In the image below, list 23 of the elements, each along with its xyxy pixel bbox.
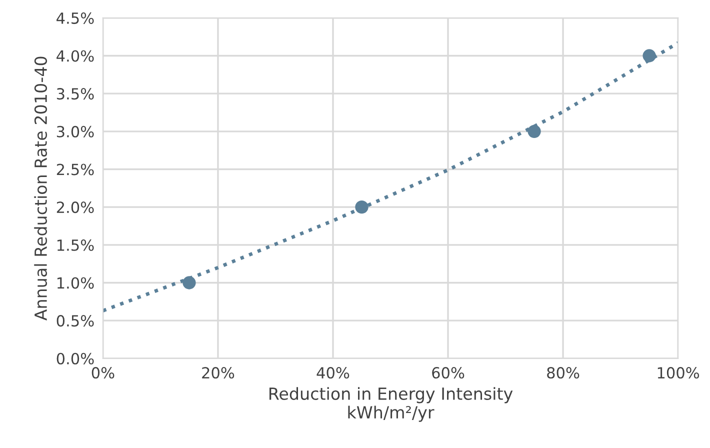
x-tick-label: 20% xyxy=(202,367,234,379)
point xyxy=(355,200,368,214)
y-tick-label: 0.0% xyxy=(56,352,94,364)
y-axis-title: Annual Reduction Rate 2010-40 xyxy=(34,56,48,321)
x-tick-label: 40% xyxy=(316,367,350,379)
point xyxy=(642,49,656,62)
y-tick-label: 3.5% xyxy=(56,88,94,100)
x-tick-label: 0% xyxy=(92,367,114,379)
y-tick-label: 4.5% xyxy=(56,12,94,24)
y-tick-label: 3.0% xyxy=(56,126,94,138)
x-tick-label: 100% xyxy=(658,367,700,379)
line-series xyxy=(102,41,678,312)
y-tick-label: 4.0% xyxy=(56,50,94,62)
y-tick-label: 2.5% xyxy=(56,164,94,176)
x-axis-title: Reduction in Energy Intensity kWh/m²/yr xyxy=(269,387,513,422)
point xyxy=(182,276,196,290)
y-tick-label: 0.5% xyxy=(56,315,94,327)
y-tick-label: 1.5% xyxy=(57,239,94,251)
point xyxy=(528,124,541,138)
x-tick-label: 80% xyxy=(547,367,580,379)
y-tick-label: 1.0% xyxy=(57,277,94,289)
y-tick-label: 2.0% xyxy=(56,202,94,214)
x-tick-label: 60% xyxy=(432,367,464,379)
